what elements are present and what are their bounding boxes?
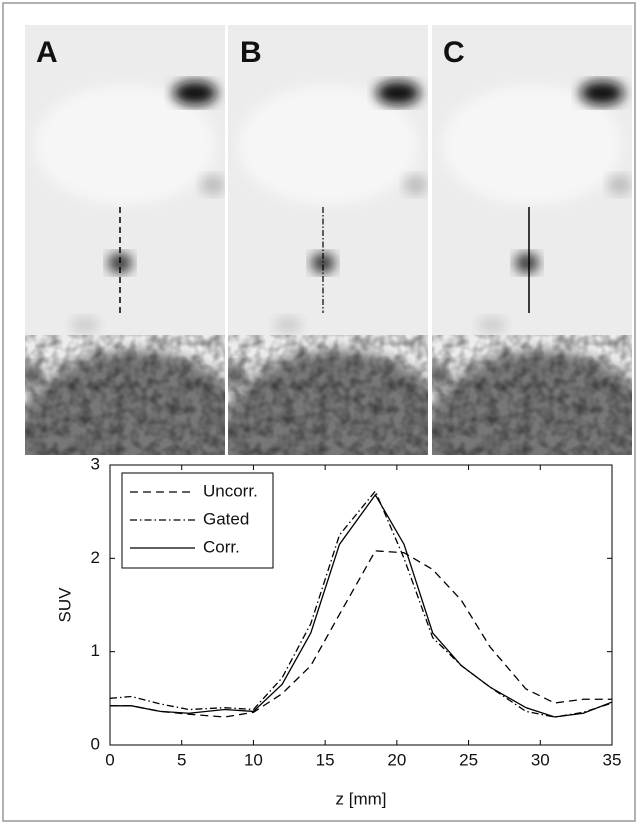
x-tick-label: 10 — [244, 750, 263, 769]
x-tick-label: 35 — [603, 750, 622, 769]
legend-label: Gated — [203, 509, 249, 528]
x-tick-label: 20 — [387, 750, 406, 769]
x-tick-label: 0 — [105, 750, 114, 769]
data-line — [109, 489, 613, 718]
y-tick-label: 2 — [91, 548, 100, 567]
y-tick-label: 1 — [91, 641, 100, 660]
panel-label: A — [36, 36, 58, 69]
data-line — [110, 550, 612, 718]
data-line — [110, 493, 613, 718]
x-tick-label: 5 — [177, 750, 186, 769]
legend-label: Corr. — [203, 537, 240, 556]
y-axis-label: SUV — [55, 587, 74, 623]
panel-label: B — [240, 36, 262, 69]
image-panel — [15, 25, 255, 540]
image-panel — [422, 25, 638, 540]
x-axis-label: z [mm] — [336, 789, 387, 808]
image-panel — [218, 25, 458, 540]
x-tick-label: 25 — [459, 750, 478, 769]
legend-label: Uncorr. — [203, 481, 258, 500]
panel-label: C — [443, 36, 465, 69]
x-tick-label: 15 — [316, 750, 335, 769]
x-tick-label: 30 — [531, 750, 550, 769]
y-tick-label: 3 — [91, 454, 100, 473]
y-tick-label: 0 — [91, 734, 100, 753]
